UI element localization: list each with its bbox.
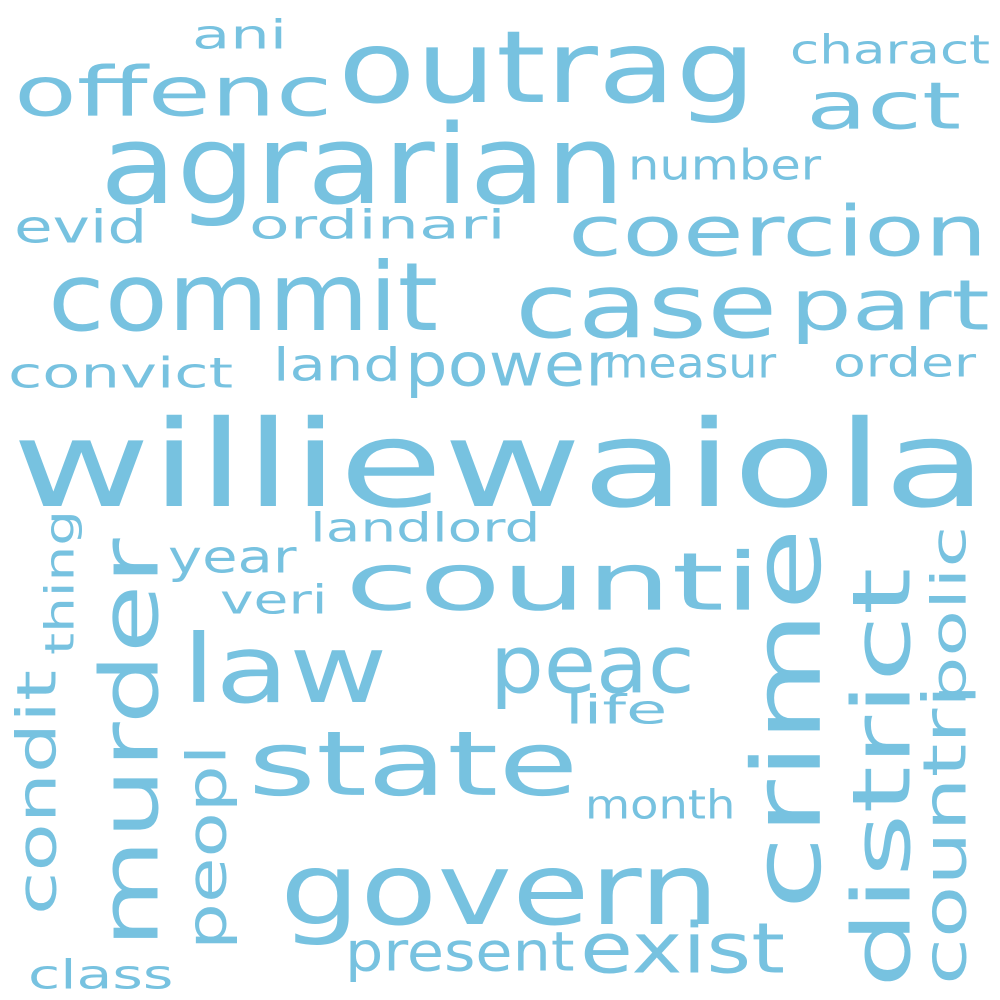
word-exist: exist: [580, 909, 785, 990]
word-land: land: [273, 339, 402, 392]
word-agrarian: agrarian: [100, 102, 625, 230]
word-outrag: outrag: [338, 9, 757, 126]
word-thing: thing: [36, 509, 83, 655]
word-part: part: [790, 266, 990, 347]
word-convict: convict: [8, 349, 234, 398]
word-ani: ani: [192, 11, 288, 58]
word-williewaiola: williewaiola: [12, 394, 988, 535]
word-coercion: coercion: [568, 192, 988, 273]
word-murder: murder: [83, 538, 177, 948]
word-present: present: [345, 919, 575, 984]
word-countri: countri: [910, 684, 980, 985]
word-peac: peac: [490, 618, 695, 712]
word-govern: govern: [280, 831, 720, 948]
word-case: case: [515, 254, 778, 359]
word-number: number: [628, 141, 822, 190]
word-polic: polic: [920, 525, 977, 705]
word-law: law: [182, 613, 388, 725]
word-condit: condit: [4, 669, 69, 915]
word-state: state: [248, 712, 579, 817]
word-charact: charact: [790, 26, 991, 73]
word-class: class: [28, 951, 174, 998]
word-landlord: landlord: [310, 504, 541, 551]
word-measur: measur: [604, 339, 777, 388]
word-crime: crime: [731, 527, 843, 910]
word-life: life: [565, 686, 668, 733]
word-act: act: [806, 69, 962, 145]
word-peopl: peopl: [174, 744, 239, 950]
word-year: year: [168, 531, 297, 584]
word-veri: veri: [220, 576, 328, 623]
word-commit: commit: [48, 241, 439, 353]
word-order: order: [833, 339, 976, 386]
word-counti: counti: [345, 535, 762, 629]
word-ordinari: ordinari: [249, 201, 506, 248]
word-month: month: [585, 781, 736, 828]
word-offenc: offenc: [14, 52, 333, 132]
word-power: power: [405, 330, 613, 400]
word-evid: evid: [14, 201, 148, 254]
